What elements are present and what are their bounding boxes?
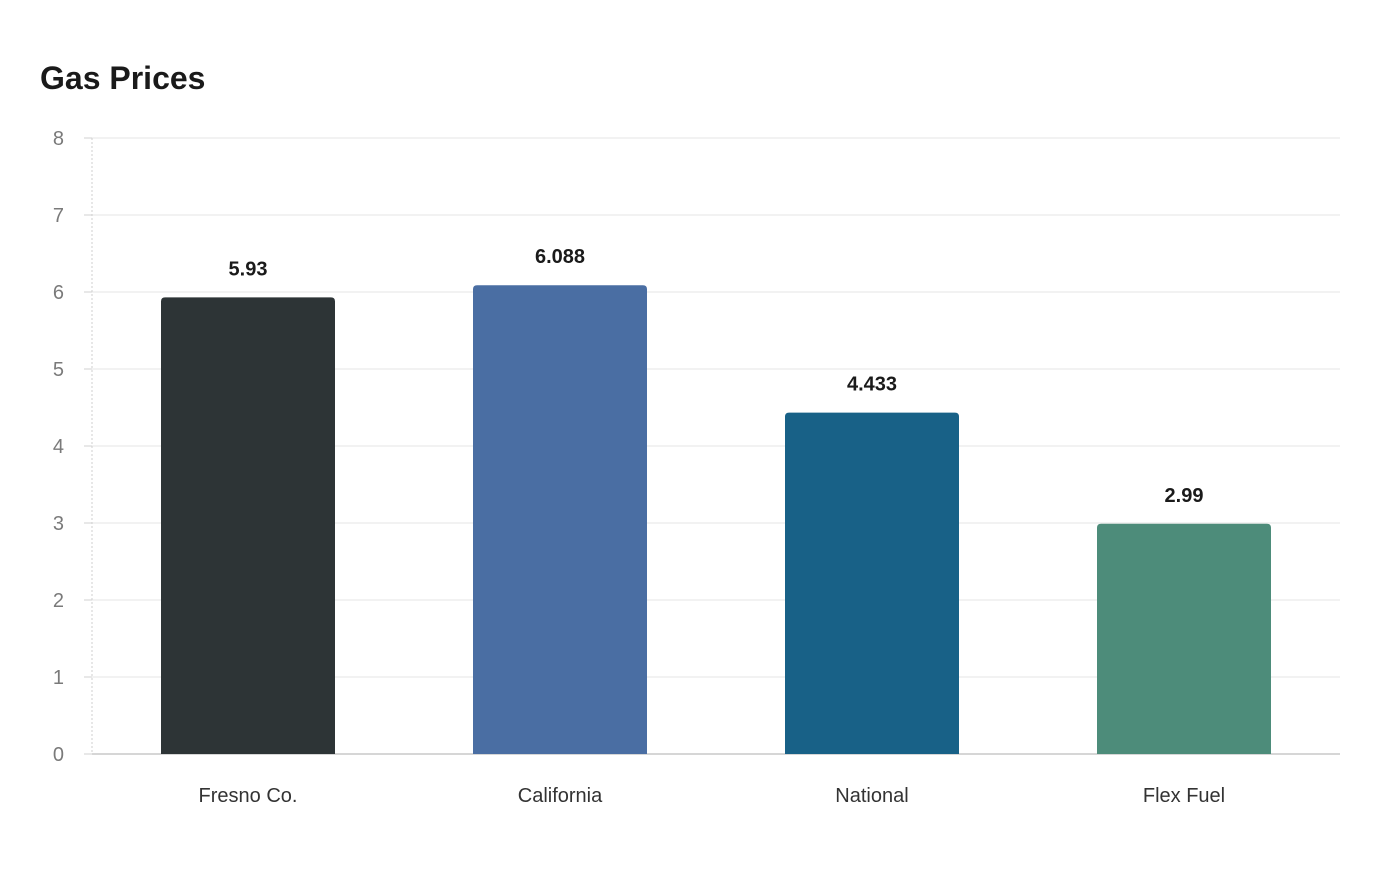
data-label: 5.93 bbox=[229, 258, 268, 280]
y-tick-label: 8 bbox=[53, 128, 64, 150]
data-label: 2.99 bbox=[1165, 485, 1204, 507]
y-tick-label: 4 bbox=[53, 436, 64, 458]
x-tick-label: Flex Fuel bbox=[1143, 785, 1225, 807]
bar-california bbox=[473, 285, 647, 754]
data-label: 4.433 bbox=[847, 374, 897, 396]
y-tick-label: 3 bbox=[53, 513, 64, 535]
chart-title: Gas Prices bbox=[40, 60, 206, 96]
bar-national bbox=[785, 412, 959, 754]
y-tick-label: 1 bbox=[53, 667, 64, 689]
data-label: 6.088 bbox=[535, 246, 585, 268]
bar-fresno-co bbox=[161, 297, 335, 754]
y-tick-label: 0 bbox=[53, 744, 64, 766]
y-tick-label: 7 bbox=[53, 205, 64, 227]
y-tick-label: 5 bbox=[53, 359, 64, 381]
y-axis-ticks: 0 1 2 3 4 5 6 7 8 bbox=[53, 128, 92, 766]
y-tick-label: 6 bbox=[53, 282, 64, 304]
x-axis-ticks: Fresno Co. California National Flex Fuel bbox=[199, 785, 1226, 807]
bar-flex-fuel bbox=[1097, 523, 1271, 754]
y-tick-label: 2 bbox=[53, 590, 64, 612]
bars bbox=[161, 285, 1271, 754]
value-labels: 5.93 6.088 4.433 2.99 bbox=[229, 246, 1204, 507]
x-tick-label: National bbox=[835, 785, 908, 807]
x-tick-label: California bbox=[518, 785, 603, 807]
x-tick-label: Fresno Co. bbox=[199, 785, 298, 807]
